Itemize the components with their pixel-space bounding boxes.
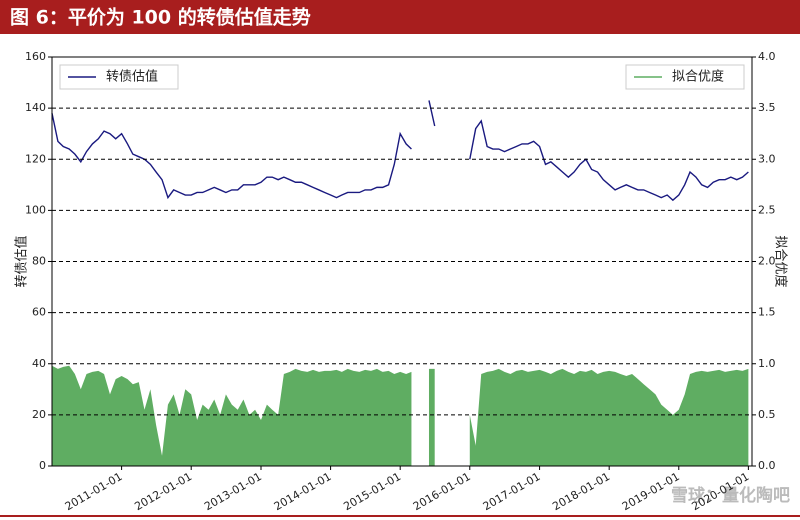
y-tick-label: 140 [25, 101, 46, 114]
x-tick-label: 2017-01-01 [481, 470, 543, 513]
area [52, 365, 749, 466]
y2-tick-label: 3.5 [758, 101, 776, 114]
header-band [0, 0, 800, 34]
legend-label: 转债估值 [106, 69, 158, 85]
y-tick-label: 20 [32, 408, 46, 421]
x-tick-label: 2011-01-01 [63, 470, 125, 513]
y-tick-label: 80 [32, 255, 46, 268]
line [51, 100, 749, 202]
x-tick-label: 2014-01-01 [272, 470, 334, 513]
y-tick-label: 120 [25, 152, 46, 165]
plot-frame [51, 56, 753, 467]
x-tick-label: 2016-01-01 [411, 470, 473, 513]
y2-tick-label: 2.5 [758, 203, 776, 216]
y-tick-label: 160 [25, 50, 46, 63]
y-tick-label: 60 [32, 306, 46, 319]
y-tick-label: 40 [32, 357, 46, 370]
y2-tick-label: 4.0 [758, 50, 776, 63]
y2-tick-label: 0.5 [758, 408, 776, 421]
watermark: 雪球：量化陶吧 [671, 485, 790, 506]
y-tick-label: 0 [39, 459, 46, 472]
chart-title: 图 6：平价为 100 的转债估值走势 [10, 6, 311, 29]
y2-tick-label: 1.0 [758, 357, 776, 370]
x-tick-label: 2015-01-01 [341, 470, 403, 513]
x-tick-label: 2018-01-01 [550, 470, 612, 513]
y-tick-label: 100 [25, 203, 46, 216]
y2-tick-label: 3.0 [758, 152, 776, 165]
legend: 拟合优度 [625, 64, 745, 90]
y2-tick-label: 2.0 [758, 255, 776, 268]
x-tick-label: 2012-01-01 [132, 470, 194, 513]
legend: 转债估值 [59, 64, 179, 90]
y2-tick-label: 1.5 [758, 306, 776, 319]
legend-label: 拟合优度 [672, 69, 724, 85]
y2-tick-label: 0.0 [758, 459, 776, 472]
y-axis-label: 转债估值 [14, 235, 30, 287]
x-tick-label: 2013-01-01 [202, 470, 264, 513]
y2-axis-label: 拟合优度 [773, 235, 789, 287]
